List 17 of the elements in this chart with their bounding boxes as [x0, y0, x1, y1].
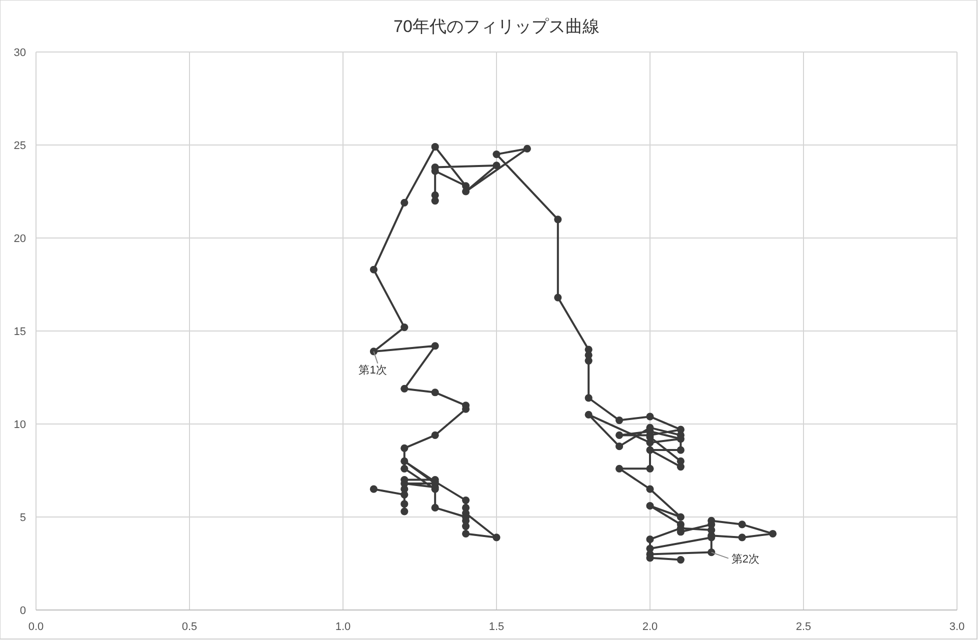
y-tick-label: 5 — [20, 512, 26, 524]
y-tick-label: 30 — [14, 47, 26, 59]
y-tick-label: 10 — [14, 419, 26, 431]
x-tick-label: 0.0 — [28, 621, 44, 633]
y-tick-label: 15 — [14, 326, 26, 338]
x-tick-label: 1.5 — [488, 621, 504, 633]
y-tick-label: 20 — [14, 233, 26, 245]
x-tick-label: 2.0 — [642, 621, 658, 633]
x-tick-label: 2.5 — [796, 621, 812, 633]
annotation: 第2次 — [731, 553, 760, 566]
x-tick-label: 0.5 — [182, 621, 198, 633]
annotation: 第1次 — [358, 364, 387, 376]
x-tick-label: 1.0 — [335, 621, 351, 633]
x-tick-label: 3.0 — [949, 621, 965, 633]
chart-title: 70年代のフィリップス曲線 — [394, 17, 600, 36]
y-tick-label: 0 — [20, 605, 26, 617]
y-tick-label: 25 — [14, 140, 26, 152]
